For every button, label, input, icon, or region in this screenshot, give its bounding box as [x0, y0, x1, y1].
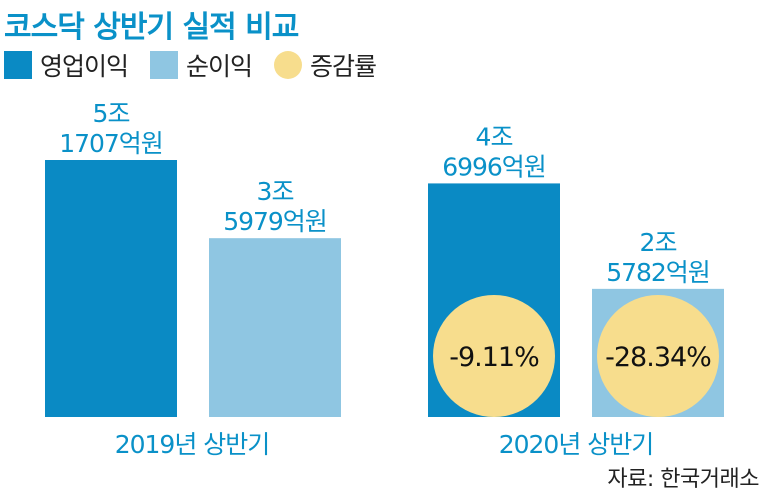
data-label: 3조	[257, 177, 294, 206]
change-rate-circle	[597, 295, 719, 417]
legend-swatch-net-income	[150, 51, 179, 79]
data-label: 4조	[476, 122, 513, 151]
category-label: 2020년 상반기	[499, 430, 654, 459]
legend-swatch-change-rate	[274, 51, 303, 79]
chart-title: 코스닥 상반기 실적 비교	[4, 10, 299, 45]
legend-label: 증감률	[310, 52, 377, 81]
source-note: 자료: 한국거래소	[607, 467, 759, 492]
legend-item-net-income: 순이익	[150, 47, 253, 83]
legend-item-operating-profit: 영업이익	[4, 47, 129, 83]
data-label: 2조	[640, 228, 677, 257]
change-rate-label: -9.11%	[449, 342, 539, 373]
bar-net-income	[209, 238, 341, 417]
legend-swatch-operating-profit	[4, 51, 32, 79]
data-label: 5조	[93, 99, 130, 128]
data-label: 5782억원	[606, 258, 710, 287]
bar-operating-profit	[45, 160, 177, 417]
data-label: 6996억원	[442, 152, 546, 181]
legend-label: 영업이익	[40, 52, 129, 81]
change-rate-label: -28.34%	[605, 342, 711, 373]
data-label: 1707억원	[59, 129, 163, 158]
legend-item-change-rate: 증감률	[274, 47, 377, 83]
legend-label: 순이익	[186, 52, 253, 81]
data-label: 5979억원	[223, 207, 327, 236]
legend: 영업이익 순이익 증감률	[4, 47, 398, 83]
category-label: 2019년 상반기	[115, 430, 270, 459]
change-rate-circle	[433, 295, 555, 417]
